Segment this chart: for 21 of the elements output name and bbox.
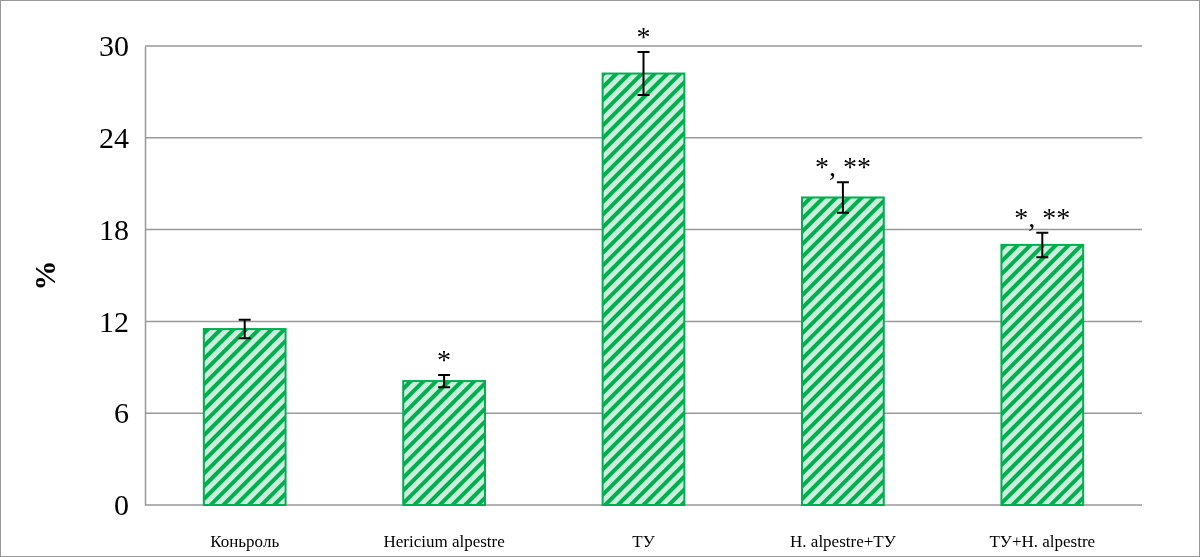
bar	[1000, 243, 1085, 506]
annotation: *, **	[814, 151, 871, 183]
x-tick-label: ТУ	[632, 532, 656, 552]
y-tick-label: 12	[99, 304, 129, 338]
x-tick-label: H. alpestre+ТУ	[790, 532, 897, 552]
y-tick-label: 6	[114, 396, 129, 430]
y-axis-title: %	[27, 260, 61, 291]
bar	[202, 328, 287, 506]
y-tick-label: 0	[114, 488, 129, 522]
bar	[801, 196, 885, 506]
annotation: *	[636, 21, 651, 53]
bar	[601, 72, 686, 506]
annotation: *, **	[1014, 201, 1071, 233]
annotation: *	[437, 343, 452, 375]
x-tick-label: Коньроль	[210, 532, 280, 552]
bar	[402, 380, 486, 506]
x-tick-label: Hericium alpestre	[383, 532, 505, 552]
y-tick-label: 24	[99, 120, 129, 154]
y-tick-label: 18	[99, 212, 129, 246]
y-tick-label: 30	[99, 29, 129, 63]
x-tick-label: ТУ+H. alpestre	[989, 532, 1096, 552]
